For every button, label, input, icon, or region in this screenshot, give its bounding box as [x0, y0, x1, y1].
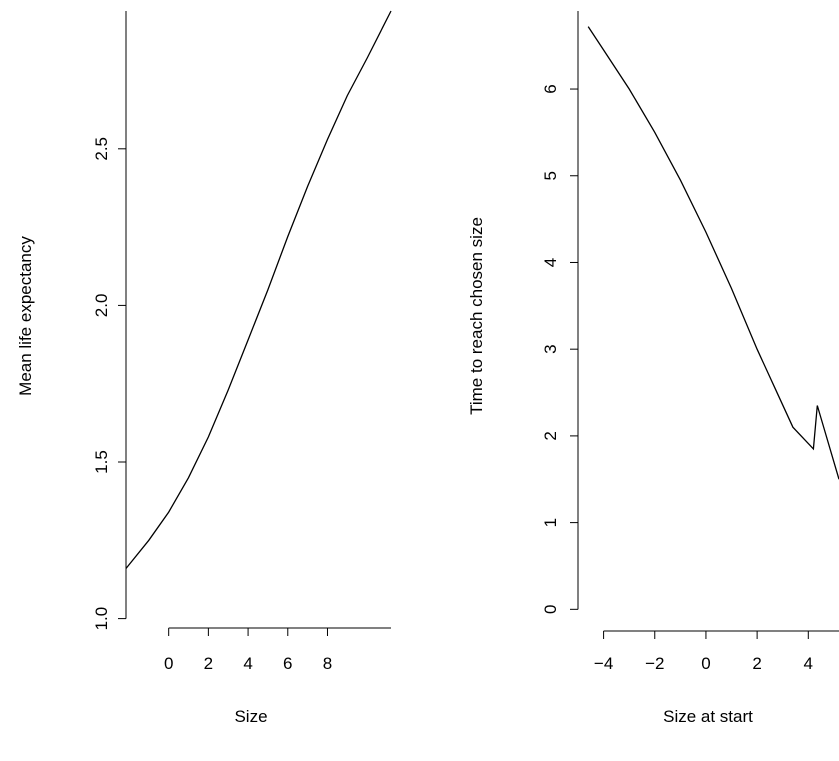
left-chart-y-tick-label: 2.5: [92, 137, 111, 161]
right-chart-x-tick-label: 0: [701, 654, 710, 673]
right-chart-axes: 0 1 2 3 4 5 6 −4 −2 0 2 4: [541, 11, 839, 673]
left-chart-x-tick-label: 0: [164, 654, 173, 673]
right-chart-y-tick-label: 3: [541, 344, 560, 353]
right-chart-x-tick-label: −4: [594, 654, 613, 673]
right-chart-panel: 0 1 2 3 4 5 6 −4 −2 0 2 4 Size at start Time to rea…: [467, 11, 839, 726]
right-chart-x-tick-label: 4: [804, 654, 813, 673]
left-chart-y-tick-label: 1.0: [92, 607, 111, 631]
right-chart-series-line: [587, 26, 839, 480]
right-chart-y-tick-label: 4: [541, 258, 560, 267]
left-chart-axes: 1.0 1.5 2.0 2.5 0 2 4 6 8: [92, 11, 391, 673]
left-chart-y-axis-label: Mean life expectancy: [16, 236, 35, 396]
left-chart-x-tick-label: 2: [204, 654, 213, 673]
right-chart-y-tick-label: 2: [541, 431, 560, 440]
right-chart-x-tick-label: −2: [645, 654, 664, 673]
left-chart-x-tick-label: 4: [243, 654, 252, 673]
left-chart-marks: [125, 10, 392, 569]
right-chart-x-tick-label: 2: [752, 654, 761, 673]
left-chart-series-line: [125, 10, 392, 569]
right-chart-y-tick-label: 5: [541, 171, 560, 180]
left-chart-panel: 1.0 1.5 2.0 2.5 0 2 4 6 8 Size Mean life expecta…: [16, 10, 392, 726]
right-chart-y-tick-label: 0: [541, 605, 560, 614]
left-chart-y-tick-label: 1.5: [92, 450, 111, 474]
left-chart-x-tick-label: 6: [283, 654, 292, 673]
right-chart-y-tick-label: 6: [541, 84, 560, 93]
left-chart-x-axis-label: Size: [234, 707, 267, 726]
right-chart-y-axis-label: Time to reach chosen size: [467, 217, 486, 415]
right-chart-marks: [587, 26, 839, 480]
right-chart-x-axis-label: Size at start: [663, 707, 753, 726]
right-chart-y-tick-label: 1: [541, 518, 560, 527]
left-chart-y-tick-label: 2.0: [92, 294, 111, 318]
left-chart-x-tick-label: 8: [323, 654, 332, 673]
